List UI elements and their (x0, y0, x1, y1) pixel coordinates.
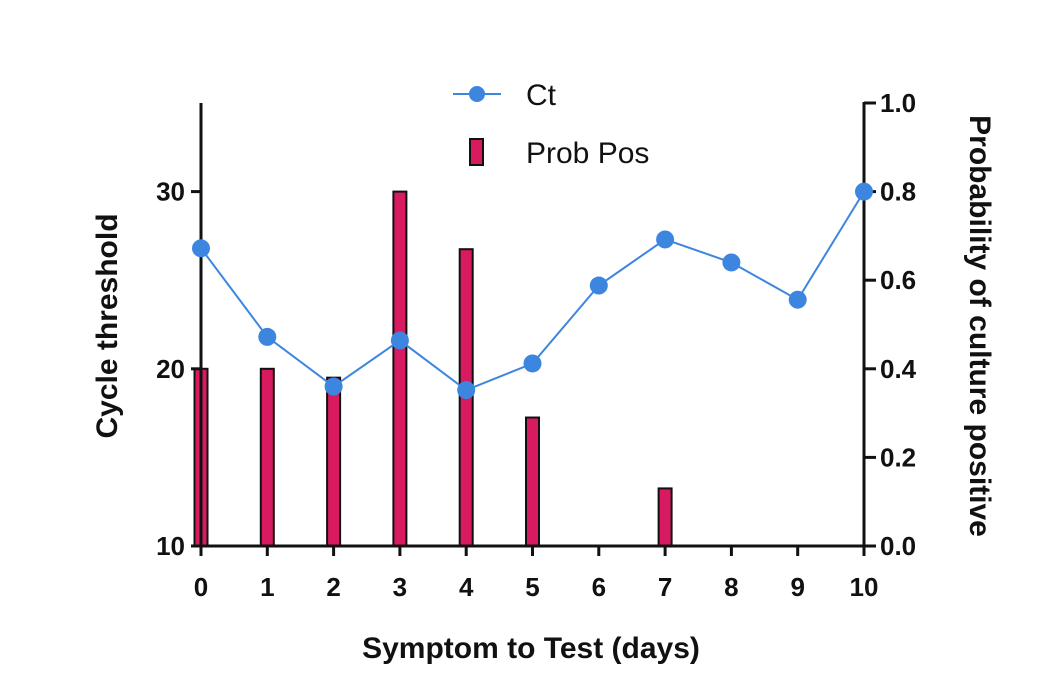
right-y-tick-label-0.6: 0.6 (880, 265, 916, 295)
x-tick-label-6: 6 (592, 572, 606, 602)
ct-point-day-3 (390, 331, 409, 350)
right-y-tick-label-0.8: 0.8 (880, 177, 916, 207)
x-tick-label-0: 0 (194, 572, 208, 602)
ct-point-day-9 (788, 290, 807, 309)
prob-pos-bar-day-1 (259, 367, 275, 547)
left-y-tick-label-30: 30 (156, 177, 185, 207)
axes-layer: 0 1 2 3 4 5 6 7 8 9 10 10 20 30 0.0 0.2 0.4 0.6 0.8 1.0 (156, 88, 917, 602)
ct-point-day-5 (523, 354, 542, 373)
x-tick-label-1: 1 (260, 572, 274, 602)
prob-pos-bar-day-7 (657, 487, 673, 548)
left-y-tick-label-20: 20 (156, 354, 185, 384)
right-y-tick-label-0.4: 0.4 (880, 354, 917, 384)
ct-line-layer (192, 182, 873, 400)
ct-point-day-2 (324, 377, 343, 396)
right-y-tick-label-0.2: 0.2 (880, 442, 916, 472)
right-y-axis-title: Probability of culture positive (963, 115, 996, 537)
legend-ct-label: Ct (526, 79, 557, 112)
x-tick-label-5: 5 (525, 572, 539, 602)
right-y-tick-label-0: 0.0 (880, 531, 916, 561)
ct-point-day-7 (656, 230, 675, 249)
ct-point-day-1 (258, 327, 277, 346)
x-tick-label-2: 2 (326, 572, 340, 602)
left-y-axis-title: Cycle threshold (91, 213, 124, 438)
x-tick-label-4: 4 (459, 572, 474, 602)
legend-ct-marker (469, 86, 485, 102)
prob-pos-bar-day-5 (525, 416, 540, 547)
ct-point-day-6 (589, 276, 608, 295)
x-tick-label-3: 3 (393, 572, 407, 602)
x-tick-label-7: 7 (658, 572, 672, 602)
x-tick-label-10: 10 (850, 572, 879, 602)
ct-point-day-4 (457, 381, 476, 400)
x-tick-label-9: 9 (790, 572, 804, 602)
legend: Ct Prob Pos (453, 79, 649, 170)
x-tick-label-8: 8 (724, 572, 738, 602)
legend-prob-pos-swatch (469, 138, 484, 166)
prob-pos-bar-day-3 (392, 190, 408, 547)
prob-pos-bar-day-2 (326, 376, 342, 547)
legend-prob-pos-label: Prob Pos (526, 137, 649, 170)
ct-point-day-8 (722, 253, 741, 272)
ct-point-day-0 (192, 239, 210, 258)
x-axis-title: Symptom to Test (days) (362, 632, 700, 665)
bars-layer (193, 190, 673, 548)
right-y-tick-label-1: 1.0 (880, 88, 916, 118)
ct-point-day-10 (855, 182, 873, 201)
left-y-tick-label-10: 10 (156, 531, 185, 561)
